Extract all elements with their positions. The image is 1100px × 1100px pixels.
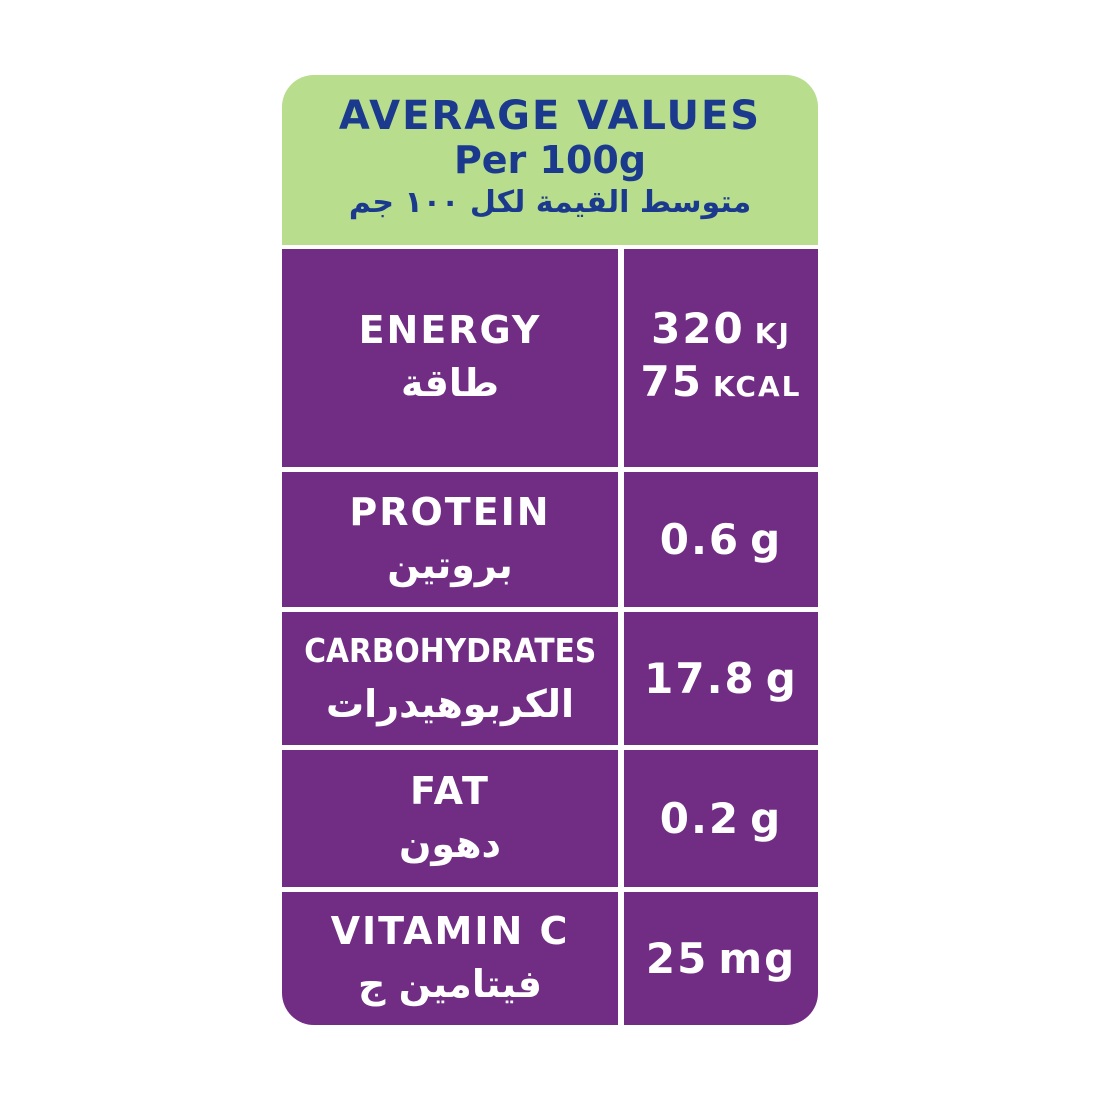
amount: 0.6: [659, 514, 741, 564]
value-cell: 17.8 g: [624, 612, 818, 745]
unit: mg: [718, 933, 797, 983]
unit: KJ: [754, 317, 791, 350]
value-line: 75 KCAL: [641, 358, 802, 411]
value-line: 17.8 g: [644, 653, 798, 703]
value-cell: 0.6 g: [624, 472, 818, 607]
nutrient-name-arabic: فيتامين ج: [357, 961, 543, 1006]
nutrient-name: FAT: [410, 768, 490, 813]
nutrient-name-arabic: دهون: [398, 821, 502, 866]
subtitle: Per 100g: [453, 138, 647, 182]
amount: 17.8: [644, 653, 756, 703]
header: AVERAGE VALUES Per 100g متوسط القيمة لكل…: [282, 75, 818, 245]
value-line: 0.2 g: [659, 793, 783, 843]
title: AVERAGE VALUES: [338, 93, 762, 139]
nutrient-cell: VITAMIN C فيتامين ج: [282, 892, 618, 1025]
amount: 320: [651, 304, 745, 353]
nutrient-name-arabic: الكربوهيدرات: [325, 681, 575, 726]
nutrient-cell: PROTEIN بروتين: [282, 472, 618, 607]
value-cell: 320 KJ 75 KCAL: [624, 249, 818, 467]
value-cell: 0.2 g: [624, 750, 818, 887]
unit: KCAL: [712, 370, 802, 403]
nutrient-cell: FAT دهون: [282, 750, 618, 887]
nutrient-cell: CARBOHYDRATES الكربوهيدرات: [282, 612, 618, 745]
arabic-subtitle: متوسط القيمة لكل ١٠٠ جم: [348, 185, 752, 220]
nutrient-name-arabic: بروتين: [387, 542, 513, 587]
value-line: 320 KJ: [651, 305, 791, 358]
amount: 0.2: [659, 793, 741, 843]
nutrition-card: AVERAGE VALUES Per 100g متوسط القيمة لكل…: [282, 75, 818, 1025]
nutrient-name: PROTEIN: [349, 489, 551, 534]
unit: g: [750, 514, 783, 564]
value-line: 0.6 g: [659, 514, 783, 564]
value-cell: 25 mg: [624, 892, 818, 1025]
unit: g: [765, 653, 798, 703]
nutrient-name: CARBOHYDRATES: [303, 630, 597, 670]
amount: 25: [645, 933, 709, 983]
unit: g: [750, 793, 783, 843]
value-line: 25 mg: [645, 933, 797, 983]
nutrient-name: ENERGY: [358, 308, 542, 352]
nutrient-name-arabic: طاقة: [401, 361, 499, 405]
nutrient-cell: ENERGY طاقة: [282, 249, 618, 467]
amount: 75: [640, 357, 703, 406]
nutrient-name: VITAMIN C: [330, 908, 570, 953]
